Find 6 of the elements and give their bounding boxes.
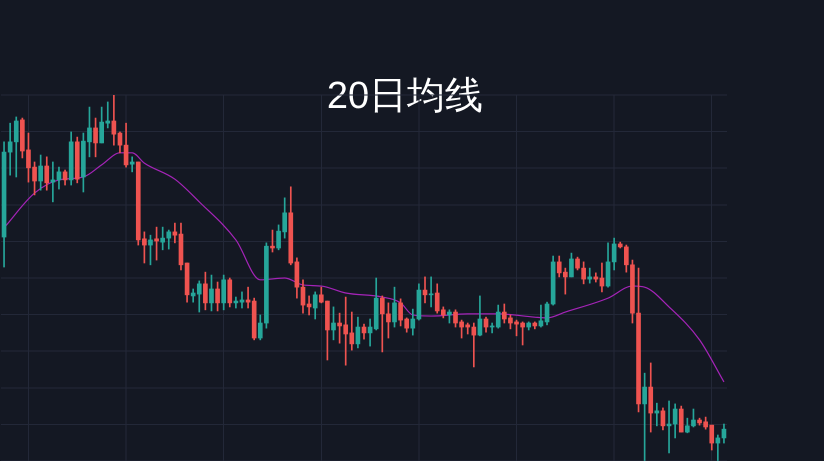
candlestick bbox=[422, 276, 428, 304]
candlestick bbox=[154, 226, 159, 260]
chart-title: 20日均线 bbox=[326, 74, 484, 119]
candlestick bbox=[270, 230, 275, 252]
candlestick bbox=[331, 306, 336, 340]
candlestick bbox=[148, 234, 153, 266]
